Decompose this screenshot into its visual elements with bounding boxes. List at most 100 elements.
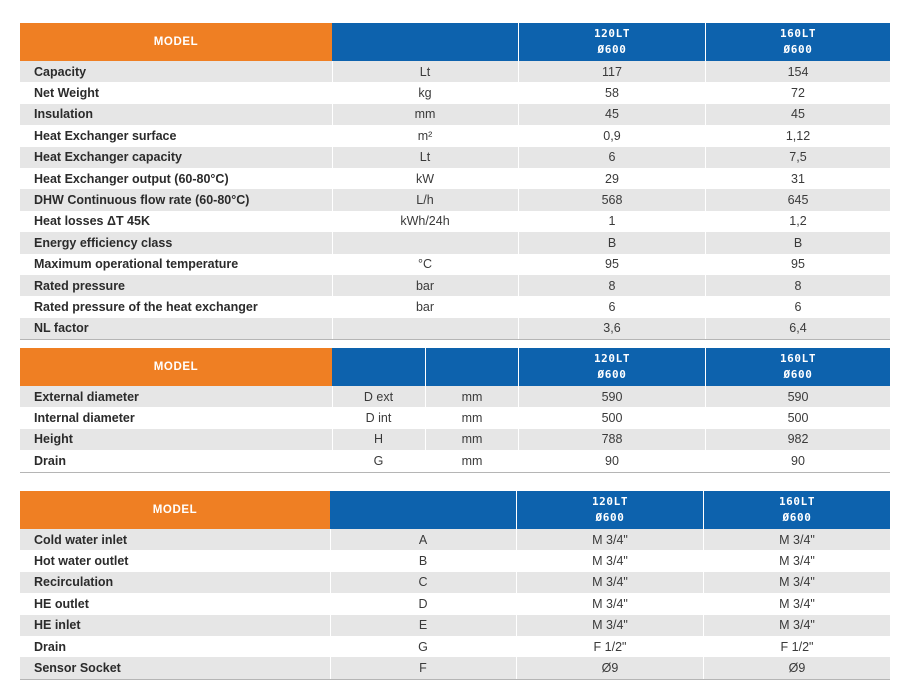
unit-cell: mm [461,389,483,404]
value-160lt: 90 [791,453,805,468]
unit-cell: Lt [419,150,431,165]
value-120lt: 6 [608,150,616,165]
value-160lt: 1,12 [785,128,811,143]
symbol-cell: F [419,661,427,676]
value-120lt: M 3/4" [592,532,628,547]
symbol-cell: C [418,575,428,590]
table-bottom-rule [20,471,890,473]
value-120lt: Ø9 [601,661,619,676]
unit-cell: Lt [419,64,431,79]
value-160lt: 590 [787,389,809,404]
row-label: Maximum operational temperature [34,257,239,272]
column-header-120lt: 120LT Ø600 [517,491,703,529]
unit-cell: mm [414,107,436,122]
row-label: NL factor [34,321,89,336]
table-row: External diameter D ext mm 590 590 [20,386,890,408]
table-row: Heat Exchanger surface m² 0,9 1,12 [20,125,890,147]
value-160lt: 6,4 [789,321,807,336]
value-120lt: 1 [608,214,616,229]
value-120lt: 58 [605,86,619,101]
value-120lt: 29 [605,171,619,186]
value-120lt: 590 [601,389,623,404]
symbol-cell: G [418,639,428,654]
row-label: Height [34,432,73,447]
unit-cell: m² [417,128,433,143]
column-header-160lt: 160LT Ø600 [706,23,890,61]
row-label: HE inlet [34,618,81,633]
unit-cell: kg [418,86,432,101]
unit-cell: mm [461,432,483,447]
table-row: Rated pressure bar 8 8 [20,274,890,297]
value-160lt: 1,2 [789,214,807,229]
specs-table-body: Capacity Lt 117 154 Net Weight kg 58 72 Insulati… [20,61,890,341]
unit-cell: L/h [416,193,434,208]
dimensions-table-header: MODEL 120LT Ø600 160LT Ø600 [20,348,890,386]
table-row: HE inlet E M 3/4" M 3/4" [20,614,890,636]
table-row: Capacity Lt 117 154 [20,61,890,83]
value-120lt: 117 [602,64,622,79]
model-header-cell: MODEL [20,23,332,61]
row-label: Hot water outlet [34,554,129,569]
value-160lt: M 3/4" [779,532,815,547]
table-row: HE outlet D M 3/4" M 3/4" [20,593,890,615]
value-120lt: 45 [605,107,619,122]
row-label: Internal diameter [34,411,135,426]
header-blank-cell [426,348,518,386]
table-row: NL factor 3,6 6,4 [20,317,890,341]
model-header-cell: MODEL [20,348,332,386]
row-label: Heat Exchanger output (60-80°C) [34,171,229,186]
value-120lt: 500 [601,411,623,426]
table-row: Insulation mm 45 45 [20,103,890,126]
table-row: Internal diameter D int mm 500 500 [20,407,890,429]
table-row: Heat losses ΔT 45K kWh/24h 1 1,2 [20,210,890,233]
value-160lt: 500 [787,411,809,426]
table-row: Sensor Socket F Ø9 Ø9 [20,657,890,680]
symbol-cell: E [418,618,428,633]
value-120lt: B [607,235,617,250]
table-bottom-rule [20,339,890,341]
column-header-120lt: 120LT Ø600 [519,23,705,61]
row-label: Rated pressure [34,278,126,293]
row-label: Capacity [34,64,87,79]
column-header-120lt: 120LT Ø600 [519,348,705,386]
row-label: Heat Exchanger capacity [34,150,182,165]
value-120lt: 8 [608,278,616,293]
row-label: Insulation [34,107,94,122]
value-160lt: 982 [787,432,809,447]
symbol-cell: B [418,554,428,569]
symbol-cell: D ext [363,389,394,404]
table-row: Drain G F 1/2" F 1/2" [20,635,890,658]
value-160lt: M 3/4" [779,596,815,611]
row-label: Recirculation [34,575,114,590]
value-160lt: 8 [794,278,802,293]
model-header-cell: MODEL [20,491,330,529]
value-160lt: 45 [791,107,805,122]
value-120lt: 788 [601,432,623,447]
value-120lt: M 3/4" [592,618,628,633]
row-label: Net Weight [34,86,100,101]
row-label: Heat Exchanger surface [34,128,177,143]
value-160lt: 6 [794,299,802,314]
symbol-cell: A [418,532,428,547]
value-120lt: F 1/2" [593,639,627,654]
symbol-cell: D int [365,411,392,426]
value-120lt: M 3/4" [592,575,628,590]
value-160lt: Ø9 [788,661,806,676]
connections-table: MODEL 120LT Ø600 160LT Ø600 Cold water i… [20,491,890,680]
row-label: Energy efficiency class [34,235,173,250]
table-row: DHW Continuous flow rate (60-80°C) L/h 568… [20,189,890,211]
table-row: Rated pressure of the heat exchanger bar 6… [20,296,890,318]
row-label: External diameter [34,389,139,404]
unit-cell: mm [461,411,483,426]
symbol-cell: G [373,453,384,468]
header-blank-cell [330,491,516,529]
table-row: Heat Exchanger output (60-80°C) kW 29 31 [20,167,890,190]
unit-cell [332,232,518,253]
value-160lt: F 1/2" [780,639,814,654]
value-120lt: M 3/4" [592,554,628,569]
value-120lt: 90 [605,453,619,468]
connections-table-body: Cold water inlet A M 3/4" M 3/4" Hot water o… [20,529,890,680]
table-row: Net Weight kg 58 72 [20,82,890,104]
value-160lt: B [793,235,803,250]
value-160lt: 72 [791,86,805,101]
